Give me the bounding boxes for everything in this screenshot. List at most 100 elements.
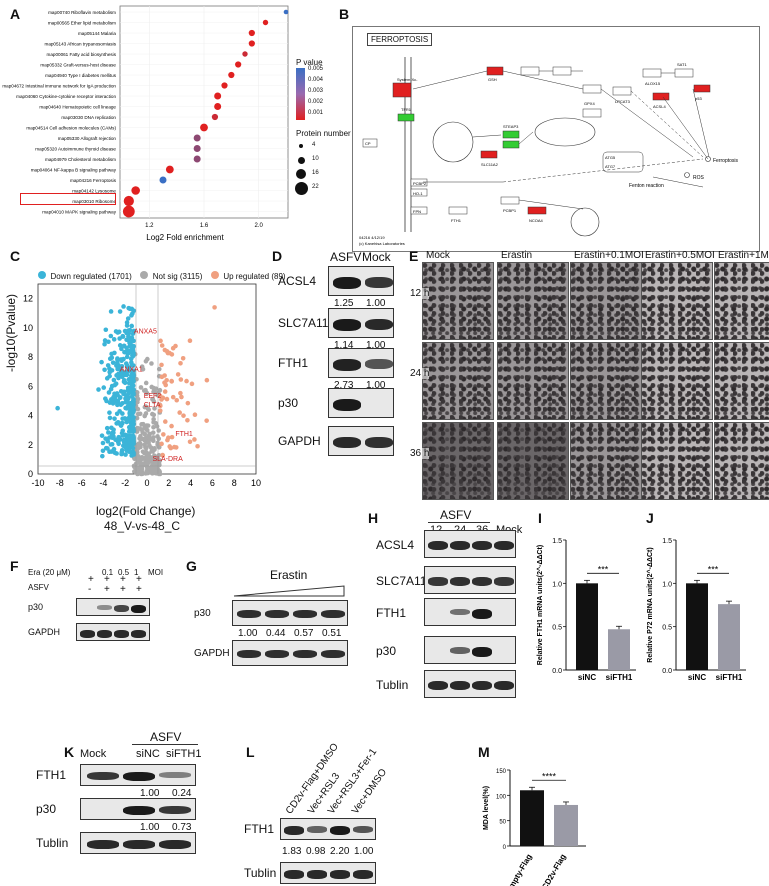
down-point	[127, 378, 133, 383]
down-point	[104, 425, 110, 431]
gene-annotation: EEF2	[144, 393, 162, 400]
blot-fth1	[328, 348, 394, 378]
band	[123, 772, 155, 781]
notsig-point	[151, 456, 157, 461]
bar-ylabel: MDA level(%)	[483, 786, 490, 830]
blot-quant: 1.00	[366, 340, 386, 351]
band	[365, 437, 393, 449]
down-point	[122, 328, 128, 334]
panel-label-j: J	[646, 510, 654, 526]
down-point	[119, 451, 125, 456]
blot-quant: 1.00	[366, 380, 386, 391]
down-point	[123, 452, 128, 457]
micrograph-cell	[714, 422, 769, 500]
notsig-point	[143, 411, 149, 416]
down-point	[107, 369, 112, 375]
down-point	[117, 343, 123, 348]
blot-quant: 0.24	[172, 788, 192, 799]
band	[333, 277, 361, 289]
pvalue-tick: 0.003	[308, 88, 324, 94]
protein-size-dot	[294, 181, 308, 195]
down-point	[126, 449, 132, 454]
blot-quant: 1.00	[140, 822, 160, 833]
up-point	[189, 381, 195, 387]
band	[353, 870, 373, 879]
bar-ytick: 0.0	[552, 668, 562, 675]
notsig-point	[139, 364, 145, 369]
down-point	[116, 363, 121, 368]
micro-row-label: 36 h	[410, 448, 430, 459]
notsig-point	[155, 454, 161, 459]
notsig-point	[145, 356, 150, 362]
k-col-label: siFTH1	[166, 748, 202, 760]
pathway-dot	[242, 51, 248, 57]
notsig-point	[137, 411, 143, 417]
moi-value: 1	[134, 568, 139, 577]
down-point	[99, 359, 104, 365]
kegg-ferroptosis-map: FERROPTOSIS	[352, 26, 760, 252]
up-point	[178, 360, 183, 366]
kegg-pathway-drawing: Ferroptosis ROS Fenton reaction System X…	[359, 57, 739, 246]
band	[237, 610, 261, 618]
down-point	[117, 437, 123, 442]
up-point	[170, 394, 176, 400]
panel-c-subtitle: 48_V-vs-48_C	[104, 519, 181, 533]
pathway-dot	[262, 19, 269, 26]
notsig-point	[152, 389, 157, 395]
down-point	[125, 403, 131, 409]
pathway-label: map04672 Intestinal immune network for I…	[2, 84, 116, 89]
asfv-sign: -	[88, 584, 92, 595]
panel-d-col-mock: Mock	[362, 250, 391, 264]
band	[472, 609, 492, 619]
notsig-point	[149, 361, 154, 366]
significance-label: ***	[598, 564, 609, 574]
c-xtick: 0	[144, 478, 149, 488]
down-point	[109, 441, 115, 447]
bar-ytick: 1.5	[552, 538, 562, 545]
band	[114, 630, 129, 638]
notsig-point	[151, 416, 156, 422]
pvalue-tick: 0.002	[308, 99, 324, 105]
micrograph-cell	[570, 262, 642, 340]
notsig-point	[149, 464, 154, 470]
kegg-systemxc-label: System Xc-	[397, 77, 418, 82]
up-point	[164, 396, 170, 402]
blot-label: Tublin	[244, 866, 277, 880]
moi-value: 0.1	[102, 568, 114, 577]
band	[97, 630, 112, 638]
blot-quant: 0.44	[266, 628, 286, 639]
blot-gapdh	[76, 623, 150, 641]
notsig-point	[144, 445, 149, 451]
notsig-point	[141, 388, 147, 393]
kegg-ferroptosis-label: Ferroptosis	[713, 158, 739, 164]
bar-ytick: 150	[496, 769, 507, 775]
bar-ytick: 1.5	[662, 538, 672, 545]
up-point	[179, 394, 184, 400]
down-point	[105, 363, 111, 368]
panel-c-volcano: 12 10 8 6 4 2 0 -10 -8 -6 -4 -2 0 2 4 6 8 10 ANXA5 ANXA1 E…	[23, 283, 261, 488]
notsig-point	[156, 428, 161, 433]
up-point	[159, 441, 164, 447]
down-point	[126, 415, 132, 421]
down-point	[103, 327, 109, 333]
pathway-label: map04640 Hematopoietic cell lineage	[39, 105, 116, 110]
panel-label-g: G	[186, 558, 197, 574]
down-point	[129, 313, 134, 318]
panel-label-e: E	[409, 248, 419, 264]
blot-gapdh	[232, 640, 348, 666]
notsig-point	[140, 456, 146, 461]
up-point	[177, 410, 182, 415]
up-point	[157, 402, 163, 408]
up-point	[166, 435, 171, 441]
down-point	[101, 385, 107, 390]
notsig-point	[138, 462, 143, 467]
down-point	[109, 383, 115, 389]
blot-acsl4	[328, 266, 394, 296]
micrograph-cell	[422, 342, 494, 420]
up-point	[170, 345, 176, 351]
kegg-ncoa4-label: NCOA4	[529, 218, 544, 223]
blot-quant: 1.83	[282, 846, 302, 857]
blot-slc7a11	[328, 308, 394, 338]
panel-label-a: A	[10, 6, 21, 22]
